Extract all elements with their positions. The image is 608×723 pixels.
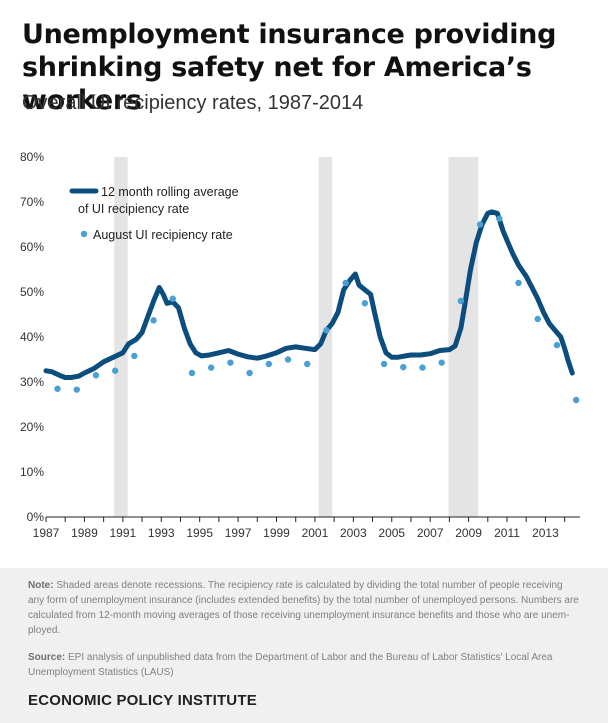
- x-tick-label: 2005: [378, 526, 405, 540]
- recession-bands: [114, 157, 479, 517]
- x-tick-label: 2011: [494, 526, 520, 540]
- data-point-august: [227, 359, 234, 366]
- brand-name: ECONOMIC POLICY INSTITUTE: [28, 692, 257, 709]
- data-point-august: [304, 360, 311, 368]
- data-point-august: [361, 300, 369, 307]
- data-point-august: [150, 317, 157, 324]
- legend-dot-swatch: [80, 230, 88, 238]
- y-tick-label: 30%: [20, 375, 44, 389]
- x-tick-label: 2009: [455, 526, 482, 540]
- data-point-august: [419, 364, 426, 371]
- recession-band-1: [114, 157, 128, 517]
- source-label: Source:: [28, 652, 66, 663]
- data-point-august: [73, 386, 80, 393]
- data-point-august: [400, 363, 407, 371]
- data-point-august: [457, 297, 465, 305]
- data-point-august: [246, 369, 253, 377]
- legend-dot-label: August UI recipiency rate: [93, 228, 233, 242]
- data-point-august: [265, 360, 273, 368]
- note-label: Note:: [28, 580, 54, 591]
- x-tick-label: 1995: [186, 526, 213, 540]
- data-point-august: [438, 359, 445, 366]
- y-tick-label: 10%: [20, 465, 44, 479]
- y-tick-label: 80%: [20, 150, 44, 164]
- footer-note: Note: Shaded areas denote recessions. Th…: [28, 578, 580, 638]
- data-point-august: [54, 385, 61, 392]
- x-axis-ticks: 1987 1989 1991 1993 1995 1997 1999 2001 2003 2005…: [33, 517, 566, 540]
- data-point-august: [476, 221, 484, 228]
- x-tick-label: 2013: [532, 526, 559, 540]
- x-tick-label: 1989: [71, 526, 98, 540]
- source-text: EPI analysis of unpublished data from th…: [28, 652, 553, 678]
- data-point-august: [323, 327, 330, 334]
- y-axis-tick-labels: 0% 10% 20% 30% 40% 50% 60% 70% 80%: [20, 150, 44, 524]
- y-tick-label: 20%: [20, 420, 44, 434]
- recession-band-3: [448, 157, 479, 517]
- chart-area: 0%10%20%30%40%50%60%70%80% 1987 1989 1991 1…: [20, 150, 580, 540]
- legend-line-label-2: of UI recipiency rate: [78, 202, 189, 216]
- legend-line-label-1: 12 month rolling average: [101, 185, 239, 199]
- data-point-august: [169, 295, 176, 302]
- y-tick-label: 70%: [20, 195, 44, 209]
- x-tick-label: 1991: [109, 526, 136, 540]
- chart-subtitle: Overall UI recipiency rates, 1987-2014: [22, 92, 364, 114]
- data-point-august: [188, 369, 196, 377]
- data-point-august: [380, 360, 388, 368]
- chart-legend: 12 month rolling average of UI recipienc…: [69, 185, 239, 242]
- footer-source: Source: EPI analysis of unpublished data…: [28, 650, 580, 680]
- data-point-august: [342, 279, 349, 287]
- data-point-august: [284, 356, 292, 363]
- data-point-august: [111, 367, 119, 374]
- y-tick-label: 60%: [20, 240, 44, 254]
- series-line-rolling-average: [43, 209, 575, 380]
- y-tick-label: 40%: [20, 330, 44, 344]
- x-tick-label: 1999: [263, 526, 290, 540]
- x-tick-label: 2003: [340, 526, 367, 540]
- series-dots-august: [54, 215, 580, 404]
- x-tick-label: 1987: [33, 526, 60, 540]
- x-tick-label: 1993: [148, 526, 175, 540]
- x-tick-label: 2001: [302, 526, 329, 540]
- footer-panel: Note: Shaded areas denote recessions. Th…: [0, 568, 608, 723]
- data-point-august: [131, 352, 138, 360]
- data-point-august: [553, 341, 561, 349]
- note-text: Shaded areas denote recessions. The reci…: [28, 580, 579, 636]
- x-tick-label: 1997: [225, 526, 252, 540]
- y-tick-label: 0%: [27, 510, 45, 524]
- chart-title: Unemployment insurance providing shrinki…: [22, 19, 557, 116]
- data-point-august: [207, 364, 215, 371]
- data-point-august: [572, 396, 580, 404]
- x-tick-label: 2007: [417, 526, 444, 540]
- y-tick-label: 50%: [20, 285, 44, 299]
- data-point-august: [534, 315, 541, 323]
- data-point-august: [92, 372, 100, 379]
- data-point-august: [496, 215, 503, 222]
- data-point-august: [515, 279, 522, 287]
